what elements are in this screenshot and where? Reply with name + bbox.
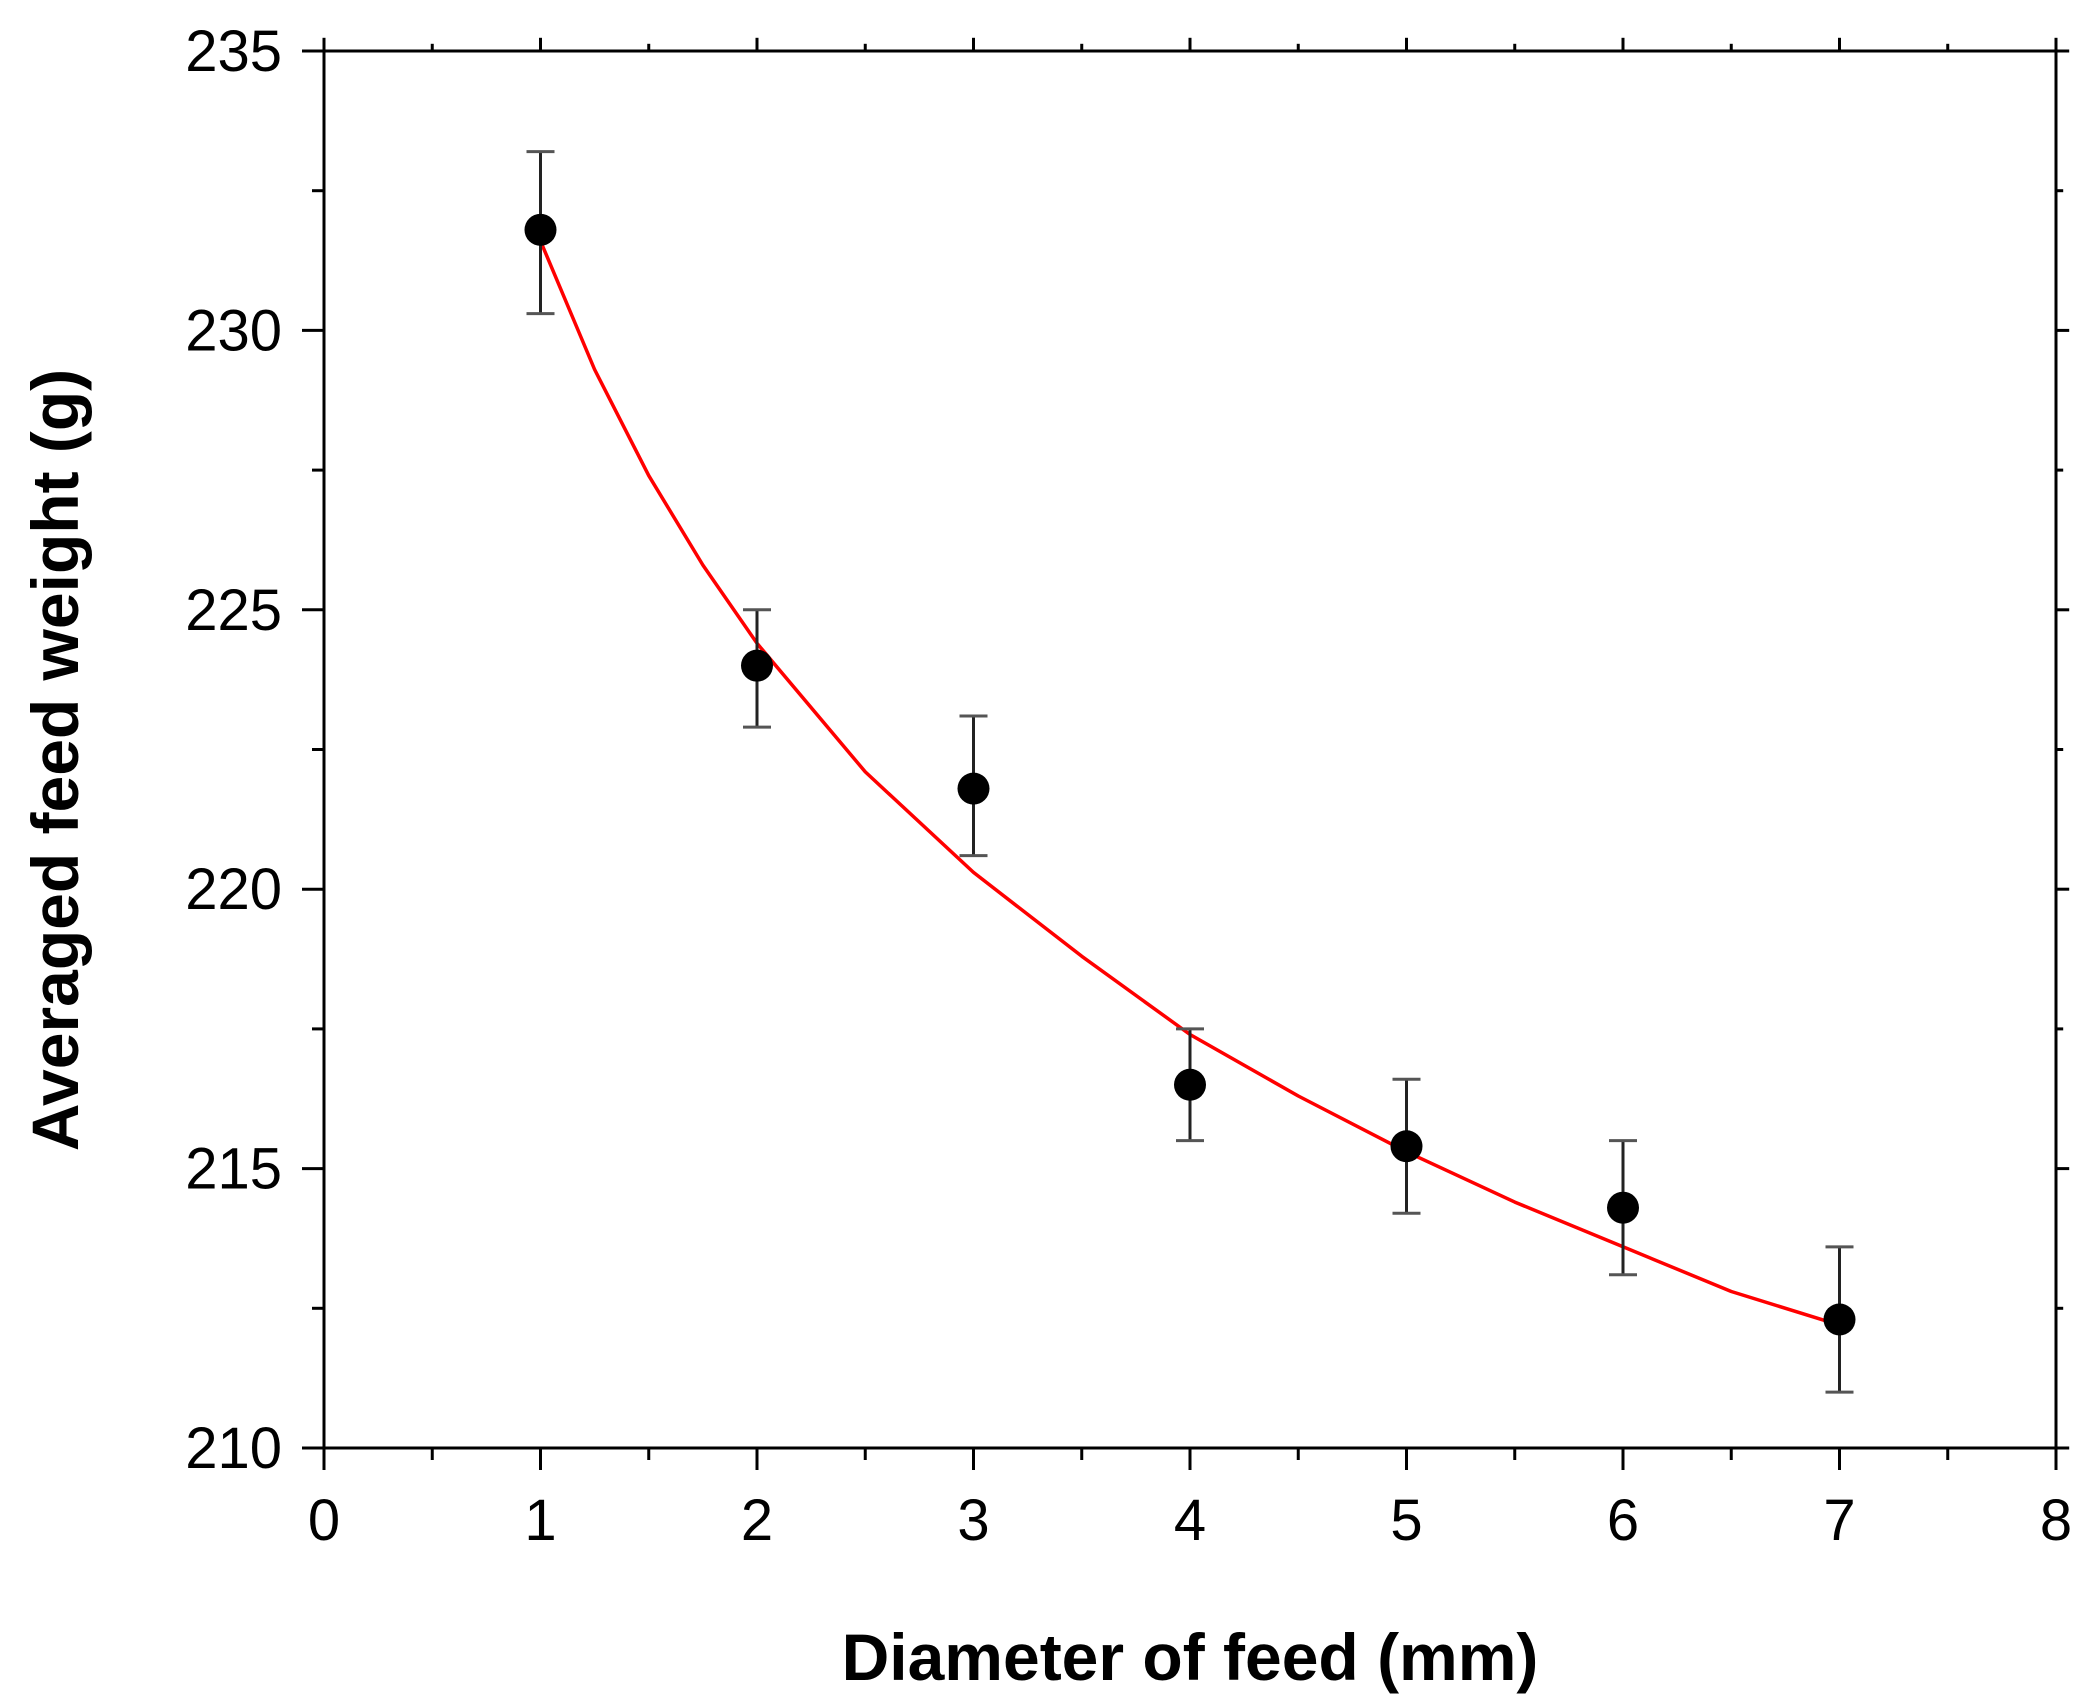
axis-ticks [302, 37, 2070, 1470]
x-tick-label: 5 [1390, 1488, 1422, 1553]
x-tick-label: 8 [2040, 1488, 2072, 1553]
data-points-layer [524, 213, 1856, 1336]
data-point [1823, 1303, 1856, 1336]
x-axis-title: Diameter of feed (mm) [842, 1620, 1539, 1694]
x-tick-label: 4 [1174, 1488, 1206, 1553]
x-tick-label: 3 [957, 1488, 989, 1553]
x-tick-label: 2 [741, 1488, 773, 1553]
y-tick-label: 215 [185, 1137, 282, 1202]
x-tick-label: 1 [524, 1488, 556, 1553]
x-tick-label: 0 [308, 1488, 340, 1553]
tick-labels: 0 1 2 3 4 5 6 7 8 210 215 220 225 230 235 [185, 19, 2072, 1553]
data-point [957, 772, 990, 805]
y-tick-label: 230 [185, 298, 282, 363]
fit-curve-layer [538, 240, 1841, 1327]
x-tick-label: 7 [1823, 1488, 1855, 1553]
fit-curve [538, 240, 1841, 1327]
y-tick-label: 210 [185, 1416, 282, 1481]
data-point [741, 649, 773, 682]
data-point [1174, 1068, 1206, 1101]
plot-frame [322, 49, 2058, 1450]
y-tick-label: 235 [185, 19, 282, 84]
data-point [1390, 1130, 1423, 1163]
data-point [524, 213, 557, 246]
y-tick-label: 220 [185, 857, 282, 922]
error-bars-layer [526, 150, 1854, 1394]
y-tick-label: 225 [185, 578, 282, 643]
data-point [1607, 1191, 1639, 1224]
plot-border [322, 49, 2058, 1450]
y-axis-title: Averaged feed weight (g) [18, 369, 92, 1151]
x-tick-label: 6 [1607, 1488, 1639, 1553]
